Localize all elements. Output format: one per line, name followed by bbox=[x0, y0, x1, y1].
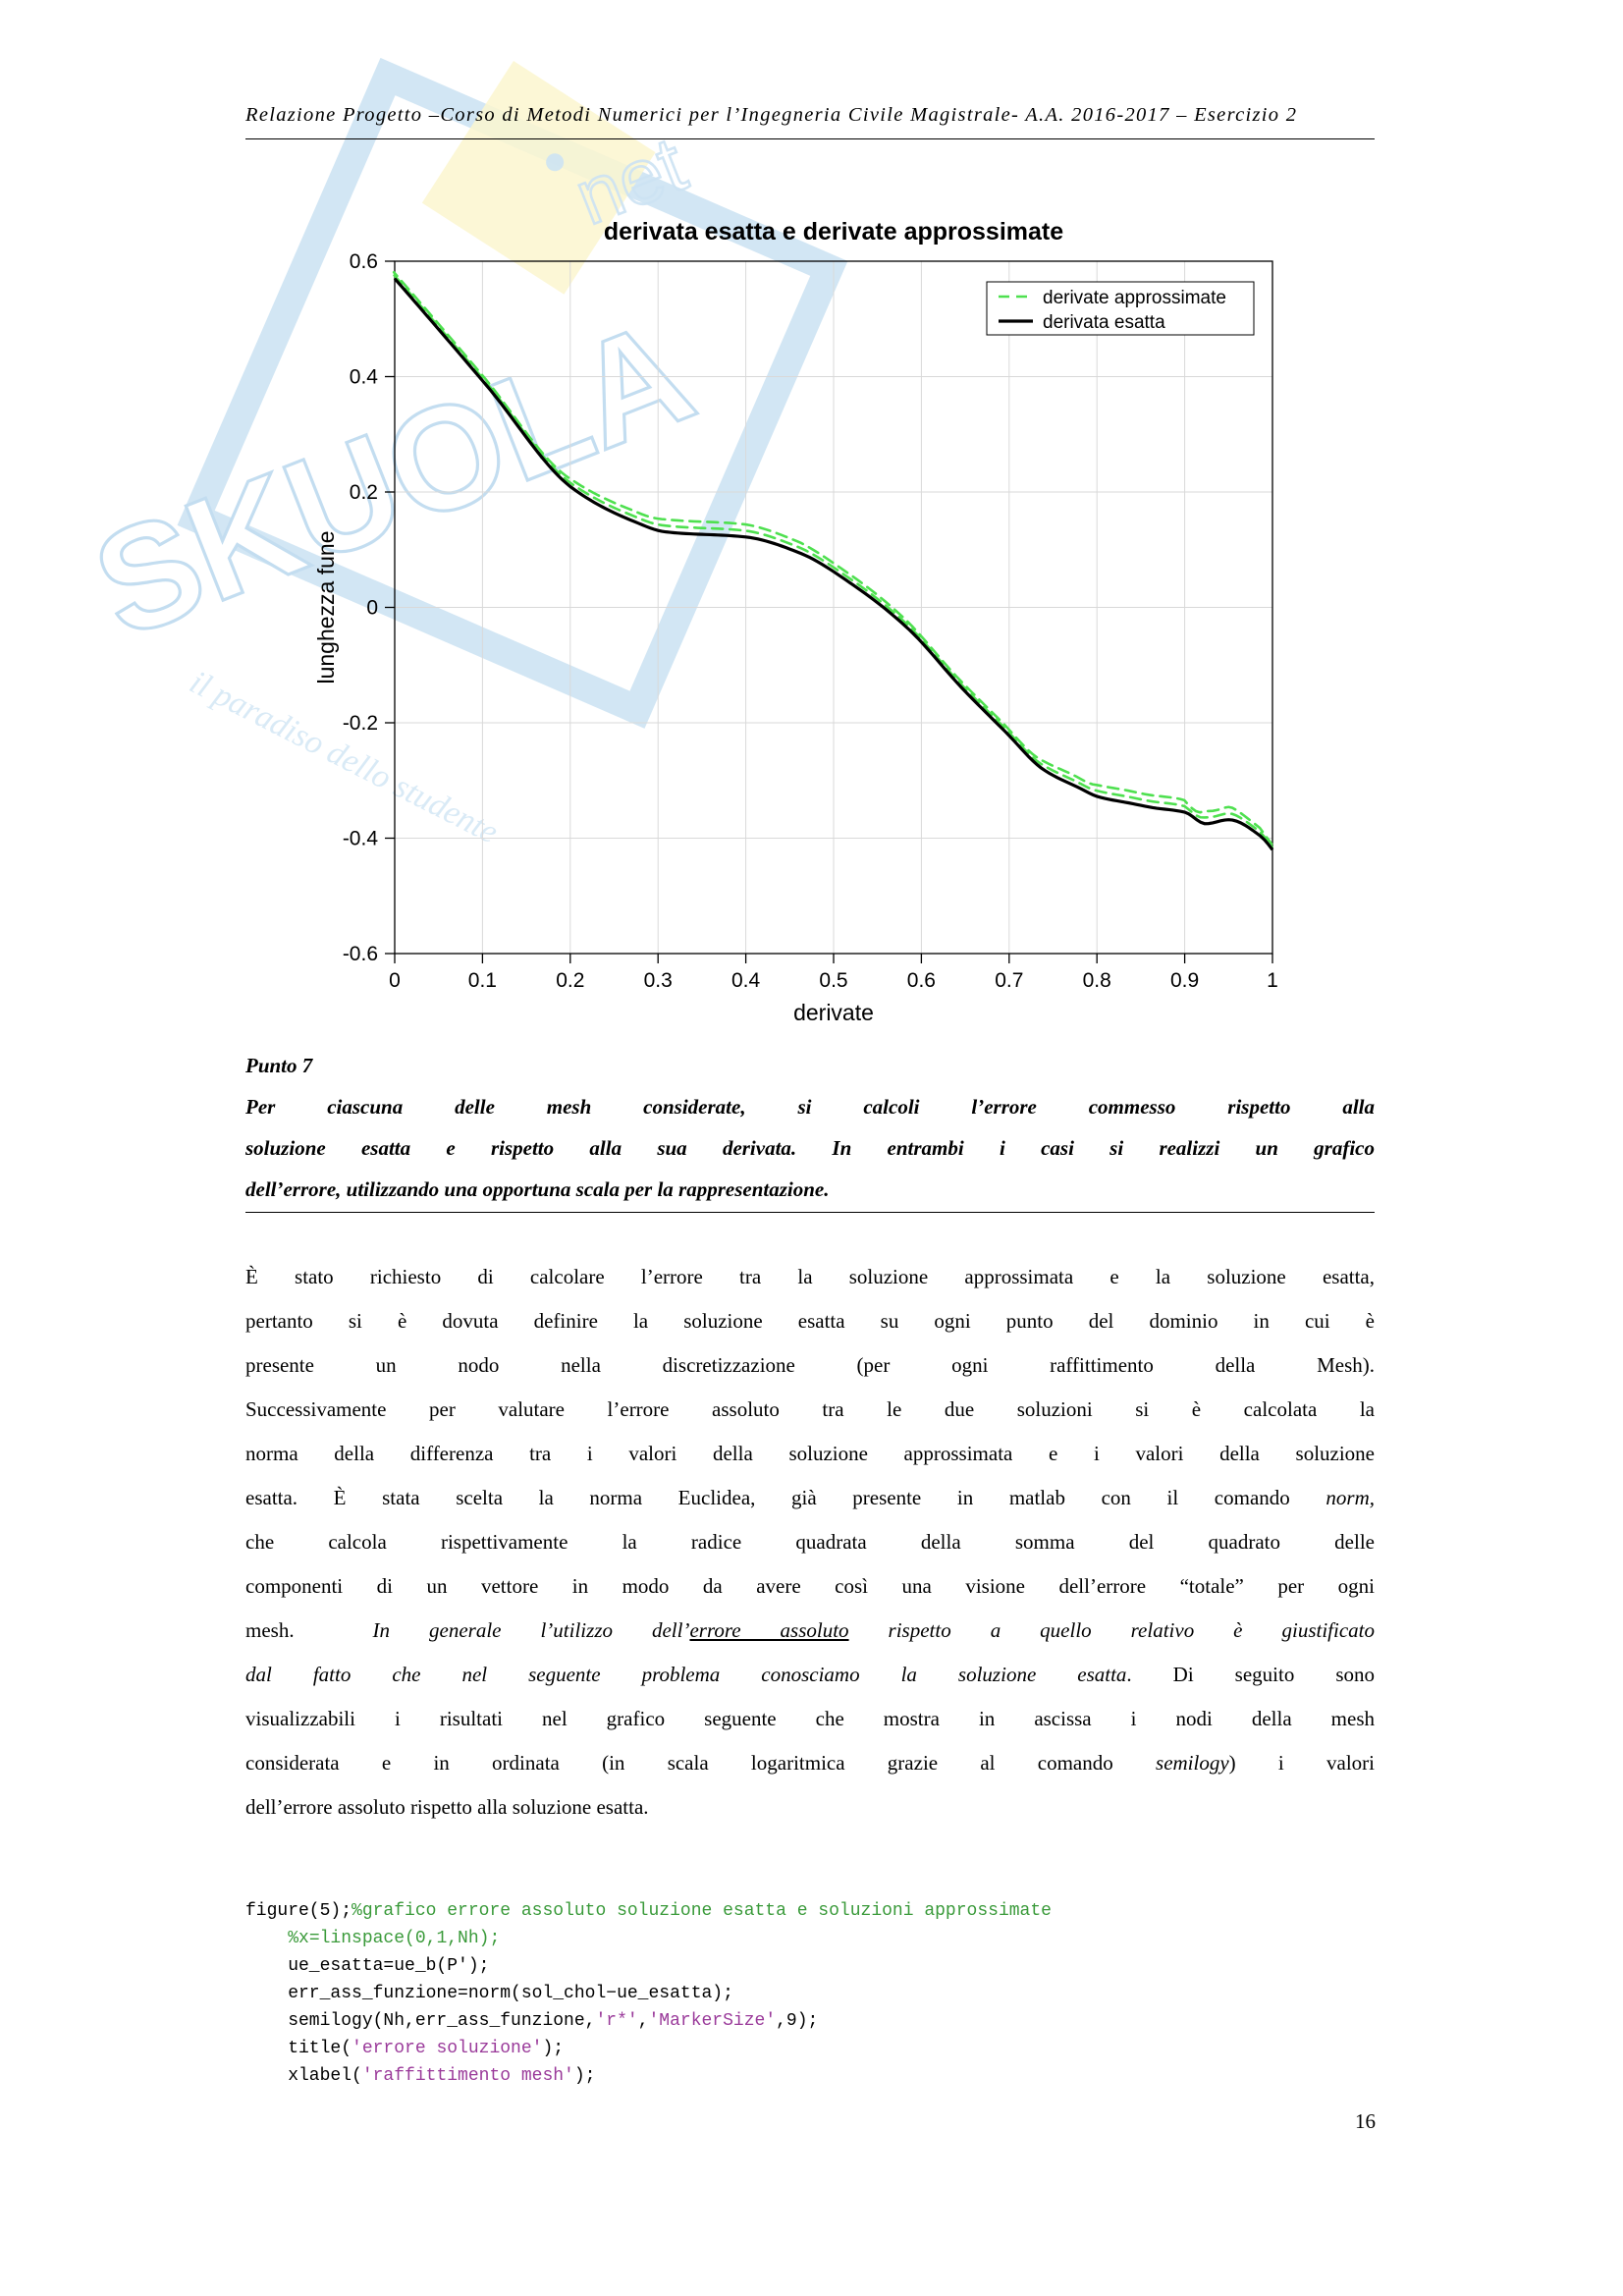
svg-text:1: 1 bbox=[1267, 969, 1278, 992]
svg-text:derivata esatta: derivata esatta bbox=[1043, 312, 1165, 333]
svg-text:0: 0 bbox=[389, 969, 401, 992]
svg-text:0.9: 0.9 bbox=[1170, 969, 1199, 992]
svg-text:-0.6: -0.6 bbox=[343, 943, 378, 965]
svg-text:0.2: 0.2 bbox=[350, 481, 378, 504]
svg-text:0: 0 bbox=[366, 597, 378, 620]
svg-text:0.2: 0.2 bbox=[556, 969, 584, 992]
svg-text:0.4: 0.4 bbox=[350, 366, 379, 389]
svg-text:0.4: 0.4 bbox=[731, 969, 761, 992]
svg-text:0.6: 0.6 bbox=[907, 969, 936, 992]
svg-text:0.5: 0.5 bbox=[819, 969, 847, 992]
svg-text:lunghezza fune: lunghezza fune bbox=[313, 530, 339, 683]
svg-text:derivata esatta e derivate app: derivata esatta e derivate approssimate bbox=[604, 218, 1063, 246]
svg-text:derivate approssimate: derivate approssimate bbox=[1043, 288, 1226, 308]
svg-text:-0.2: -0.2 bbox=[343, 712, 378, 735]
svg-text:derivate: derivate bbox=[793, 1000, 874, 1025]
svg-text:0.1: 0.1 bbox=[468, 969, 497, 992]
svg-text:0.3: 0.3 bbox=[644, 969, 673, 992]
svg-text:0.8: 0.8 bbox=[1083, 969, 1111, 992]
svg-text:-0.4: -0.4 bbox=[343, 828, 379, 850]
svg-text:0.6: 0.6 bbox=[350, 250, 378, 273]
svg-text:0.7: 0.7 bbox=[995, 969, 1023, 992]
